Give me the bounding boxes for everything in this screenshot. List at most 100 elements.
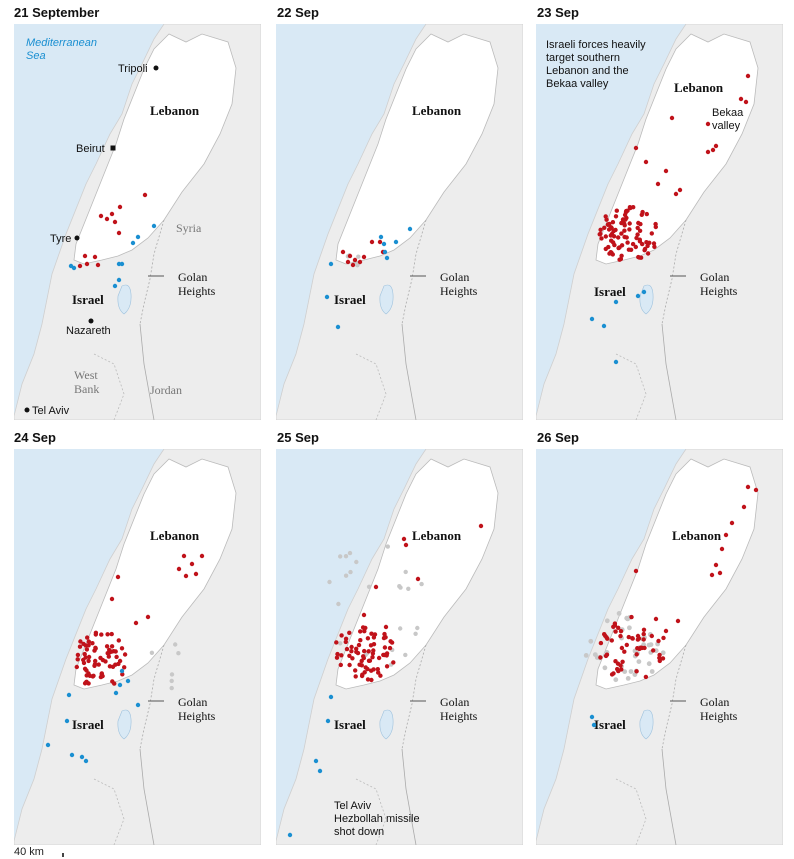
panel-title-2: 22 Sep bbox=[277, 5, 319, 20]
map-svg-6: Lebanon Israel Golan Heights bbox=[536, 449, 783, 845]
label-israel: Israel bbox=[72, 717, 104, 732]
israeli-strike-dot bbox=[361, 655, 366, 661]
israeli-strike-dot bbox=[624, 642, 629, 648]
israeli-strike-dot bbox=[86, 658, 91, 664]
map-svg-5: Lebanon Israel Golan Heights Tel Aviv Hezboll… bbox=[276, 449, 523, 845]
israeli-strike-dot bbox=[85, 635, 90, 640]
israeli-strike-dot bbox=[365, 677, 371, 682]
israeli-strike-dot bbox=[116, 230, 122, 236]
past-strike-dot bbox=[336, 601, 341, 607]
golan-border bbox=[661, 219, 687, 325]
israeli-strike-dot bbox=[626, 634, 631, 640]
hezbollah-strike-dot bbox=[66, 692, 72, 698]
israeli-strike-dot bbox=[653, 616, 659, 622]
map-svg-2: Lebanon Israel Golan Heights bbox=[276, 24, 523, 420]
israeli-strike-dot bbox=[634, 235, 639, 241]
israeli-strike-dot bbox=[352, 257, 358, 263]
israeli-strike-dot bbox=[347, 653, 352, 658]
label-golan-heights: Golan Heights bbox=[178, 270, 216, 298]
israeli-strike-dot bbox=[677, 187, 683, 193]
golan-border bbox=[661, 644, 687, 750]
israeli-strike-dot bbox=[644, 240, 649, 245]
israeli-strike-dot bbox=[117, 204, 123, 210]
israeli-strike-dot bbox=[75, 657, 80, 662]
israeli-strike-dot bbox=[401, 536, 407, 542]
city-marker bbox=[74, 235, 80, 241]
israeli-strike-dot bbox=[633, 568, 639, 574]
israeli-strike-dot bbox=[362, 629, 367, 634]
israeli-strike-dot bbox=[107, 647, 112, 653]
hezbollah-strike-dot bbox=[135, 234, 141, 240]
past-strike-dot bbox=[169, 685, 174, 691]
panel-title-6: 26 Sep bbox=[537, 430, 579, 445]
scale-label: 40 km bbox=[14, 846, 44, 858]
israeli-strike-dot bbox=[622, 649, 627, 654]
israeli-strike-dot bbox=[83, 655, 88, 660]
israeli-strike-dot bbox=[349, 644, 354, 650]
past-strike-dot bbox=[343, 554, 349, 559]
israeli-strike-dot bbox=[710, 147, 716, 153]
scale-bar bbox=[62, 853, 64, 857]
israeli-strike-dot bbox=[356, 642, 362, 648]
israeli-strike-dot bbox=[93, 658, 98, 664]
israeli-strike-dot bbox=[630, 241, 636, 247]
lebanon-area bbox=[335, 33, 499, 265]
israeli-strike-dot bbox=[634, 669, 639, 674]
hezbollah-strike-dot bbox=[45, 742, 51, 748]
hezbollah-strike-dot bbox=[116, 261, 122, 267]
israeli-strike-dot bbox=[100, 657, 106, 663]
hezbollah-strike-dot bbox=[317, 768, 323, 774]
past-strike-dot bbox=[602, 665, 608, 671]
israeli-strike-dot bbox=[651, 241, 657, 246]
past-strike-dot bbox=[343, 573, 349, 578]
golan-border bbox=[401, 219, 427, 325]
israeli-strike-dot bbox=[347, 662, 352, 668]
israeli-strike-dot bbox=[193, 571, 199, 577]
israeli-strike-dot bbox=[384, 651, 390, 656]
past-strike-dot bbox=[616, 611, 622, 616]
israeli-strike-dot bbox=[77, 644, 83, 649]
israeli-strike-dot bbox=[358, 629, 363, 634]
hezbollah-strike-dot bbox=[117, 682, 123, 688]
israeli-strike-dot bbox=[619, 231, 624, 236]
hezbollah-strike-dot bbox=[641, 289, 647, 295]
israeli-strike-dot bbox=[643, 159, 649, 165]
israeli-strike-dot bbox=[602, 632, 607, 637]
israeli-strike-dot bbox=[619, 243, 625, 248]
sea-of-galilee bbox=[379, 709, 394, 740]
hezbollah-strike-dot bbox=[64, 718, 70, 724]
israeli-strike-dot bbox=[612, 242, 617, 248]
lebanon-area bbox=[73, 458, 237, 690]
israeli-strike-dot bbox=[403, 542, 409, 548]
israeli-strike-dot bbox=[122, 665, 127, 670]
israeli-strike-dot bbox=[362, 648, 367, 654]
israeli-strike-dot bbox=[84, 647, 90, 652]
past-strike-dot bbox=[419, 581, 424, 587]
israeli-strike-dot bbox=[353, 668, 358, 673]
past-strike-dot bbox=[338, 641, 343, 646]
israeli-strike-dot bbox=[115, 574, 121, 580]
israeli-strike-dot bbox=[633, 244, 638, 250]
jordan-border bbox=[401, 323, 417, 420]
israeli-strike-dot bbox=[415, 576, 421, 582]
israeli-strike-dot bbox=[637, 237, 642, 242]
israeli-strike-dot bbox=[110, 664, 116, 669]
israeli-strike-dot bbox=[371, 635, 377, 640]
israeli-strike-dot bbox=[609, 638, 614, 643]
label-beirut: Beirut bbox=[76, 143, 105, 155]
israeli-strike-dot bbox=[334, 640, 339, 645]
israeli-strike-dot bbox=[611, 234, 617, 239]
israeli-strike-dot bbox=[93, 645, 98, 650]
hezbollah-strike-dot bbox=[407, 226, 413, 232]
israeli-strike-dot bbox=[629, 614, 634, 620]
jordan-border bbox=[661, 748, 677, 845]
past-strike-dot bbox=[176, 651, 181, 656]
jordan-border bbox=[139, 748, 155, 845]
label-lebanon: Lebanon bbox=[150, 528, 200, 543]
israeli-strike-dot bbox=[613, 214, 619, 219]
past-strike-dot bbox=[149, 650, 155, 655]
israeli-strike-dot bbox=[347, 253, 353, 259]
israeli-strike-dot bbox=[109, 644, 115, 649]
israeli-strike-dot bbox=[117, 658, 123, 664]
label-lebanon: Lebanon bbox=[674, 80, 724, 95]
